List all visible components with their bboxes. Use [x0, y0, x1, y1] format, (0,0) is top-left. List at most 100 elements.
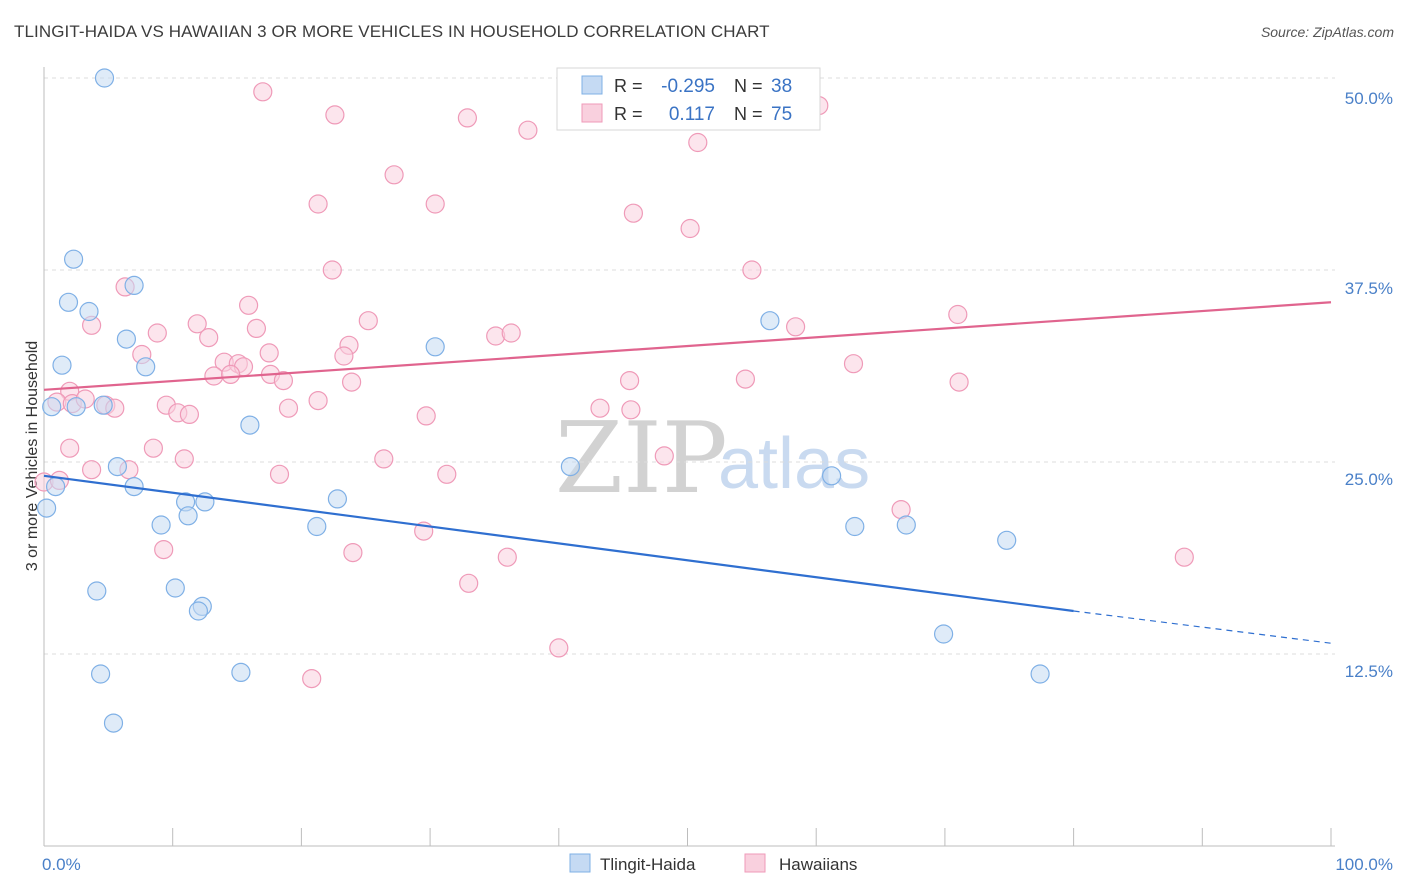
- data-point-tlingit-haida: [94, 68, 115, 88]
- bottom-legend-swatch-tlingit-haida: [569, 853, 591, 873]
- legend-r-value-2: 0.117: [669, 104, 715, 125]
- data-point-hawaiians: [384, 165, 404, 185]
- y-tick-label-12-5: 12.5%: [1345, 662, 1393, 681]
- data-point-tlingit-haida: [36, 498, 57, 518]
- gridlines: [44, 77, 1335, 655]
- data-point-hawaiians: [60, 438, 80, 458]
- data-point-hawaiians: [416, 406, 436, 426]
- data-point-hawaiians: [199, 328, 219, 348]
- data-point-tlingit-haida: [845, 516, 865, 537]
- data-point-tlingit-haida: [307, 516, 327, 537]
- data-point-hawaiians: [204, 366, 224, 386]
- series-tlingit-haida: [36, 68, 1050, 733]
- data-point-tlingit-haida: [58, 292, 79, 312]
- legend-r-label-2: R =: [614, 104, 643, 124]
- data-point-tlingit-haida: [136, 357, 156, 377]
- data-point-tlingit-haida: [63, 249, 84, 269]
- data-point-tlingit-haida: [93, 395, 113, 415]
- data-point-tlingit-haida: [87, 581, 107, 601]
- bottom-legend-label-hawaiians: Hawaiians: [779, 855, 857, 874]
- data-point-tlingit-haida: [560, 457, 581, 477]
- data-point-tlingit-haida: [997, 530, 1017, 550]
- data-point-hawaiians: [1174, 547, 1194, 567]
- data-point-tlingit-haida: [327, 489, 347, 509]
- data-point-hawaiians: [374, 449, 394, 469]
- data-point-tlingit-haida: [933, 624, 954, 644]
- data-point-hawaiians: [501, 323, 521, 343]
- legend-n-value-2: 75: [771, 104, 792, 125]
- data-point-hawaiians: [518, 120, 538, 140]
- data-point-hawaiians: [322, 260, 342, 280]
- data-point-tlingit-haida: [425, 337, 445, 357]
- bottom-legend-swatch-hawaiians: [744, 853, 766, 873]
- data-point-hawaiians: [459, 573, 479, 593]
- data-point-hawaiians: [308, 194, 328, 214]
- x-tick-label-100: 100.0%: [1335, 855, 1393, 874]
- y-tick-label-25: 25.0%: [1345, 470, 1393, 489]
- data-point-hawaiians: [342, 372, 362, 392]
- data-point-hawaiians: [302, 668, 322, 689]
- data-point-tlingit-haida: [821, 466, 842, 486]
- data-point-tlingit-haida: [90, 664, 111, 684]
- data-point-tlingit-haida: [231, 662, 251, 683]
- chart-title: TLINGIT-HAIDA VS HAWAIIAN 3 OR MORE VEHI…: [14, 22, 770, 41]
- data-point-hawaiians: [619, 371, 640, 391]
- data-point-tlingit-haida: [760, 311, 780, 331]
- data-point-hawaiians: [948, 304, 968, 325]
- data-point-tlingit-haida: [188, 601, 208, 621]
- legend-r-value-1: -0.295: [661, 76, 715, 97]
- stats-legend: R = -0.295 N = 38 R = 0.117 N = 75: [556, 67, 821, 131]
- data-point-hawaiians: [308, 391, 328, 411]
- source-label: Source: ZipAtlas.com: [1260, 24, 1394, 40]
- data-point-hawaiians: [425, 194, 445, 214]
- data-point-tlingit-haida: [1030, 664, 1050, 684]
- data-point-hawaiians: [246, 318, 266, 338]
- data-point-tlingit-haida: [124, 275, 144, 295]
- data-point-hawaiians: [221, 364, 241, 384]
- trend-line-hawaiians: [43, 301, 1332, 391]
- data-point-tlingit-haida: [151, 515, 171, 535]
- trend-line-extension-tlingit-haida: [1073, 610, 1332, 644]
- watermark-atlas: atlas: [718, 424, 870, 504]
- x-tick-label-0: 0.0%: [42, 855, 81, 874]
- data-point-hawaiians: [358, 311, 378, 331]
- data-point-tlingit-haida: [896, 515, 916, 535]
- data-point-tlingit-haida: [79, 301, 99, 322]
- data-point-hawaiians: [147, 323, 167, 343]
- data-point-hawaiians: [735, 369, 756, 389]
- legend-swatch-hawaiians: [581, 103, 603, 123]
- data-point-hawaiians: [154, 539, 174, 560]
- legend-n-label-1: N =: [734, 76, 763, 96]
- data-point-hawaiians: [621, 400, 641, 420]
- data-point-hawaiians: [334, 346, 354, 366]
- data-point-hawaiians: [654, 446, 674, 466]
- data-point-hawaiians: [343, 542, 363, 563]
- series-hawaiians: [34, 82, 1194, 689]
- data-point-tlingit-haida: [52, 355, 72, 375]
- data-point-tlingit-haida: [66, 397, 86, 417]
- data-point-hawaiians: [623, 203, 644, 223]
- data-point-hawaiians: [549, 638, 569, 658]
- bottom-legend-label-tlingit-haida: Tlingit-Haida: [600, 855, 696, 874]
- data-point-hawaiians: [325, 105, 345, 125]
- data-point-hawaiians: [949, 372, 969, 392]
- data-point-tlingit-haida: [178, 506, 198, 526]
- watermark-zip: ZIP: [555, 402, 728, 516]
- data-point-hawaiians: [785, 317, 806, 337]
- legend-r-label-1: R =: [614, 76, 643, 96]
- data-point-hawaiians: [742, 260, 762, 280]
- legend-swatch-tlingit-haida: [581, 75, 603, 95]
- data-point-hawaiians: [174, 449, 194, 469]
- data-point-hawaiians: [179, 404, 199, 424]
- data-point-hawaiians: [457, 108, 477, 128]
- data-point-tlingit-haida: [107, 457, 128, 477]
- data-point-hawaiians: [273, 371, 293, 391]
- data-point-hawaiians: [81, 460, 102, 480]
- data-point-hawaiians: [278, 398, 299, 418]
- data-point-tlingit-haida: [116, 329, 137, 349]
- data-point-hawaiians: [269, 464, 290, 484]
- data-point-tlingit-haida: [42, 397, 62, 417]
- y-axis-title: 3 or more Vehicles in Household: [24, 341, 41, 571]
- data-point-hawaiians: [590, 398, 610, 418]
